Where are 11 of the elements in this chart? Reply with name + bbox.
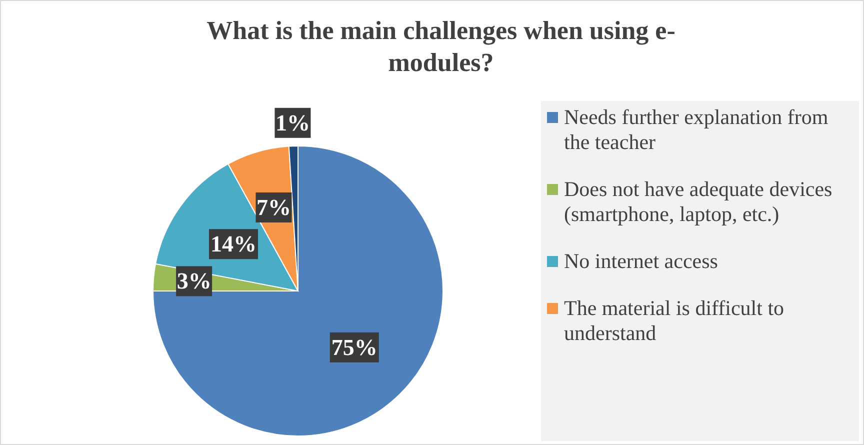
data-label: 1% bbox=[275, 110, 310, 136]
legend-label: The material is difficult to understand bbox=[564, 296, 786, 346]
legend-label: Needs further explanation from the teacher bbox=[564, 105, 830, 155]
pie-slice bbox=[152, 146, 444, 436]
data-label: 7% bbox=[256, 194, 291, 220]
data-label: 75% bbox=[331, 334, 378, 360]
data-label: 3% bbox=[176, 268, 212, 294]
legend-label: Does not have adequate devices (smartphone, laptop, etc.) bbox=[564, 177, 834, 227]
legend-label: No internet access bbox=[564, 249, 718, 274]
chart-title: What is the main challenges when using e-modules? bbox=[206, 15, 676, 79]
data-label: 14% bbox=[210, 232, 256, 257]
